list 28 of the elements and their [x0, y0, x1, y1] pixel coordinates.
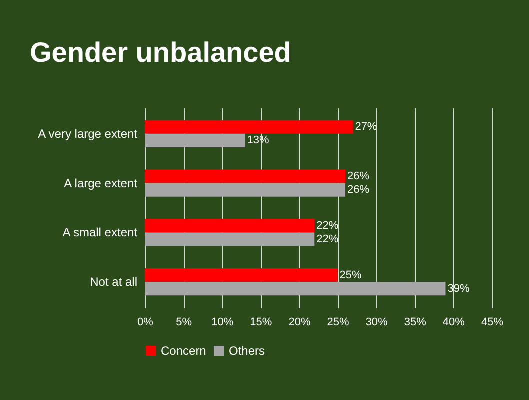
bar — [145, 170, 346, 184]
legend-label: Concern — [161, 344, 206, 358]
x-tick-label: 5% — [176, 316, 192, 328]
x-tick-label: 35% — [404, 316, 427, 328]
bar — [145, 183, 346, 197]
bar — [145, 232, 315, 246]
data-label: 26% — [347, 170, 370, 183]
x-tick-label: 40% — [442, 316, 466, 328]
y-tick-label: Not at all — [90, 275, 138, 290]
chart-title: Gender unbalanced — [30, 37, 292, 68]
y-tick-label: A small extent — [62, 226, 138, 240]
y-tick-label: A large extent — [64, 176, 138, 190]
bar — [145, 268, 338, 282]
bar — [145, 219, 315, 233]
legend-label: Others — [229, 344, 266, 358]
x-tick-label: 15% — [250, 316, 272, 328]
x-tick-label: 25% — [327, 316, 350, 328]
x-tick-label: 45% — [481, 316, 504, 328]
x-tick-label: 0% — [138, 316, 154, 328]
bar — [145, 282, 446, 296]
x-tick-label: 30% — [366, 316, 388, 328]
data-label: 25% — [340, 269, 362, 282]
y-tick-label: A very large extent — [38, 126, 138, 141]
bar — [145, 120, 354, 134]
x-tick-label: 20% — [288, 316, 311, 328]
bar — [145, 134, 246, 148]
data-label: 26% — [347, 184, 370, 196]
x-tick-label: 10% — [212, 316, 234, 328]
